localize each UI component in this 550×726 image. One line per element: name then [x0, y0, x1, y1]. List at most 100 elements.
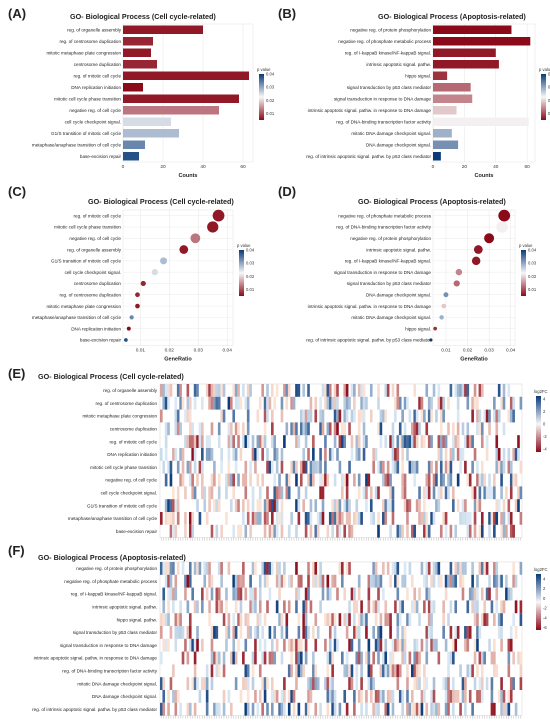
heatmap-cell: [466, 626, 470, 639]
heatmap-cell: [473, 638, 477, 652]
heatmap-cell: [382, 587, 385, 601]
heatmap-cell: [362, 486, 366, 500]
category-label: reg. of centrosome duplication: [59, 292, 121, 297]
heatmap-cell: [316, 574, 320, 588]
heatmap-cell: [198, 512, 202, 525]
heatmap-cell: [242, 473, 245, 487]
heatmap-cell: [420, 690, 424, 703]
heatmap-cell: [205, 448, 209, 461]
heatmap-cell: [278, 473, 281, 487]
heatmap-cell: [299, 638, 303, 652]
data-point: [496, 221, 508, 233]
heatmap-cell: [208, 574, 211, 588]
heatmap-cell: [353, 690, 356, 703]
heatmap-cell: [285, 473, 289, 487]
heatmap-cell: [367, 473, 371, 487]
heatmap-cell: [449, 574, 453, 588]
heatmap-cell: [389, 473, 392, 487]
heatmap-cell: [408, 409, 412, 423]
heatmap-cell: [167, 574, 170, 588]
heatmap-cell: [384, 600, 388, 614]
heatmap-cell: [449, 562, 453, 575]
heatmap-cell: [215, 651, 219, 665]
heatmap-cell: [480, 473, 484, 487]
heatmap-cell: [232, 448, 236, 461]
heatmap-cell: [343, 409, 347, 423]
heatmap-cell: [497, 409, 501, 423]
heatmap-cell: [251, 562, 255, 575]
x-tick-label: 40: [493, 164, 499, 170]
heatmap-cell: [430, 460, 433, 474]
heatmap-cell: [478, 409, 482, 423]
heatmap-cell: [372, 460, 375, 474]
heatmap-cell: [193, 562, 197, 575]
heatmap-cell: [220, 600, 223, 614]
category-label: base-excision repair: [80, 154, 122, 159]
heatmap-cell: [309, 600, 313, 614]
heatmap-cell: [290, 396, 293, 410]
heatmap-cell: [507, 651, 511, 665]
heatmap-cell: [278, 574, 281, 588]
heatmap-cell: [468, 664, 472, 678]
category-label: mitotic DNA damage checkpoint signal.: [351, 131, 431, 136]
heatmap-cell: [420, 562, 424, 575]
heatmap-cell: [509, 524, 513, 538]
heatmap-cell: [172, 499, 175, 512]
heatmap-cell: [466, 512, 470, 525]
x-tick-label: 60: [240, 164, 246, 170]
category-label: reg. of I-kappaB kinase/NF-kappaB signal…: [345, 50, 431, 55]
heatmap-cell: [162, 587, 166, 601]
heatmap-cell: [500, 626, 503, 639]
heatmap-cell: [217, 384, 221, 397]
heatmap-cell: [509, 473, 513, 487]
heatmap-cell: [360, 651, 363, 665]
heatmap-cell: [254, 587, 257, 601]
heatmap-cell: [478, 473, 482, 487]
legend-tick-label: -6: [543, 625, 547, 630]
heatmap-cell: [225, 473, 228, 487]
heatmap-cell: [452, 702, 455, 716]
data-point: [439, 315, 444, 320]
heatmap-cell: [234, 396, 238, 410]
heatmap-cell: [507, 460, 511, 474]
heatmap-cell: [449, 690, 453, 703]
heatmap-cell: [271, 702, 274, 716]
heatmap-cell: [227, 448, 231, 461]
heatmap-cell: [396, 460, 400, 474]
heatmap-cell: [389, 499, 392, 512]
heatmap-cell: [357, 574, 361, 588]
heatmap-cell: [502, 524, 506, 538]
heatmap-cell: [285, 486, 289, 500]
heatmap-cell: [162, 460, 166, 474]
heatmap-cell: [420, 512, 424, 525]
heatmap-cell: [377, 512, 380, 525]
heatmap-cell: [401, 435, 404, 448]
heatmap-cell: [413, 600, 417, 614]
heatmap-cell: [461, 448, 465, 461]
heatmap-cell: [256, 499, 260, 512]
heatmap-cell: [299, 473, 303, 487]
heatmap-cell: [220, 460, 223, 474]
data-point: [484, 233, 495, 244]
heatmap-cell: [442, 677, 445, 690]
heatmap-cell: [357, 384, 361, 397]
heatmap-cell: [258, 587, 262, 601]
heatmap-cell: [234, 587, 238, 601]
heatmap-cell: [454, 574, 458, 588]
heatmap-cell: [410, 664, 414, 678]
heatmap-cell: [490, 600, 494, 614]
heatmap-cell: [514, 626, 518, 639]
heatmap-cell: [355, 677, 359, 690]
heatmap-cell: [406, 613, 409, 626]
heatmap-cell: [466, 524, 470, 538]
heatmap-cell: [413, 702, 417, 716]
heatmap-cell: [490, 512, 494, 525]
heatmap-cell: [244, 524, 248, 538]
heatmap-cell: [447, 422, 450, 436]
heatmap-cell: [160, 677, 163, 690]
heatmap-cell: [227, 422, 231, 436]
heatmap-cell: [316, 524, 320, 538]
heatmap-cell: [357, 473, 361, 487]
heatmap-cell: [176, 409, 180, 423]
heatmap-cell: [365, 435, 368, 448]
